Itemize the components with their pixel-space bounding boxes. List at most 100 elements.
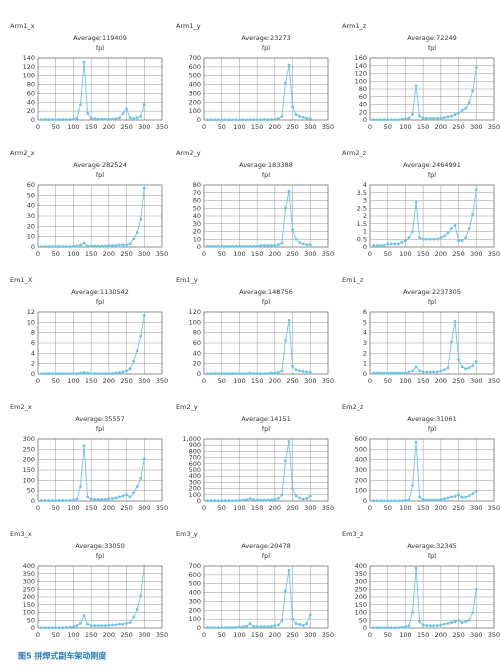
x-tick-label: 0 (368, 631, 372, 639)
x-tick-label: 150 (417, 123, 429, 131)
data-point (223, 118, 227, 122)
data-point (375, 371, 379, 375)
data-point (125, 369, 128, 373)
y-tick-label: 12 (27, 308, 35, 316)
data-point (443, 368, 446, 372)
data-point (209, 244, 213, 248)
data-point (446, 621, 450, 625)
legend-label: fpl (262, 552, 270, 560)
data-point (269, 244, 273, 247)
data-point (206, 118, 209, 122)
data-point (64, 626, 68, 629)
data-point (40, 372, 43, 375)
x-tick-label: 0 (202, 123, 206, 131)
data-point (386, 371, 390, 375)
x-tick-label: 250 (120, 123, 132, 131)
data-point (241, 372, 245, 375)
x-tick-label: 200 (103, 123, 115, 131)
data-point (132, 237, 136, 241)
x-tick-label: 200 (269, 377, 281, 385)
data-point (61, 626, 65, 630)
chart-subtitle: Average:35557 (75, 415, 125, 423)
data-point (248, 622, 252, 625)
chart-title: Em1_z (342, 276, 364, 284)
data-point (86, 111, 89, 115)
chart-subtitle: Average:2464991 (403, 161, 461, 169)
y-tick-label: 100 (189, 107, 201, 115)
x-tick-label: 250 (120, 631, 132, 639)
data-point (142, 564, 146, 568)
data-point (273, 498, 277, 501)
x-tick-label: 350 (156, 250, 168, 258)
data-point (54, 245, 58, 248)
data-point (103, 244, 107, 248)
y-tick-label: 40 (193, 349, 201, 357)
data-point (386, 626, 390, 630)
y-tick-label: 120 (355, 70, 367, 78)
x-tick-label: 0 (368, 504, 372, 512)
data-point (453, 494, 457, 498)
data-point (467, 101, 471, 104)
y-tick-label: 70 (193, 189, 201, 197)
data-point (291, 228, 294, 232)
plot-frame (369, 565, 495, 629)
data-point (404, 371, 407, 375)
data-point (118, 495, 121, 499)
x-tick-label: 50 (384, 123, 392, 131)
x-tick-label: 350 (488, 250, 500, 258)
data-point (245, 498, 248, 502)
caption: 图5 拼焊式副车架动刚度 (18, 651, 107, 661)
y-tick-label: 120 (189, 308, 201, 316)
x-tick-label: 300 (304, 123, 316, 131)
x-tick-label: 300 (138, 504, 150, 512)
data-point (298, 623, 302, 626)
x-tick-label: 150 (85, 377, 97, 385)
data-point (128, 495, 132, 499)
data-point (142, 457, 146, 461)
data-point (93, 117, 97, 121)
data-point (100, 244, 104, 248)
data-point (400, 371, 404, 375)
data-point (50, 499, 54, 502)
y-tick-label: 6 (31, 339, 35, 347)
data-point (79, 621, 82, 625)
legend-label: fpl (96, 44, 104, 52)
data-point (305, 497, 309, 500)
data-point (135, 349, 139, 353)
y-tick-label: 600 (189, 63, 201, 71)
data-point (220, 372, 224, 375)
data-point (89, 372, 93, 375)
y-tick-label: 250 (23, 585, 35, 593)
chart-title: Arm2_z (342, 149, 367, 157)
chart-subtitle: Average:33050 (75, 542, 125, 550)
data-point (298, 115, 302, 118)
x-tick-label: 50 (218, 250, 226, 258)
data-point (400, 117, 404, 121)
data-point (460, 365, 464, 369)
data-point (372, 244, 375, 247)
y-tick-label: 60 (193, 197, 201, 205)
chart-subtitle: Average:183388 (239, 161, 293, 169)
data-point (121, 622, 125, 626)
data-point (471, 213, 475, 216)
data-point (446, 366, 450, 370)
data-point (128, 621, 132, 624)
data-point (82, 371, 86, 374)
data-point (453, 319, 457, 323)
data-point (457, 618, 460, 622)
data-point (308, 370, 312, 374)
data-point (121, 111, 125, 115)
x-tick-label: 250 (120, 250, 132, 258)
data-point (68, 625, 72, 629)
data-point (277, 623, 280, 627)
y-tick-label: 400 (355, 562, 367, 570)
data-point (443, 116, 446, 120)
y-tick-label: 0 (197, 497, 201, 505)
plot-frame (203, 311, 329, 375)
data-point (230, 499, 234, 503)
x-tick-label: 100 (233, 377, 245, 385)
data-point (414, 365, 418, 369)
data-point (43, 626, 47, 630)
data-point (259, 118, 263, 122)
x-tick-label: 0 (36, 631, 40, 639)
